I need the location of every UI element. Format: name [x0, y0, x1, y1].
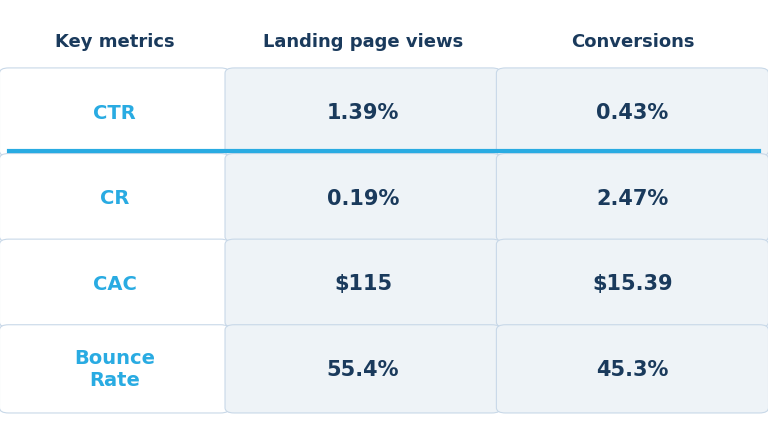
Text: 45.3%: 45.3%: [596, 359, 669, 379]
Text: $115: $115: [334, 274, 392, 293]
FancyBboxPatch shape: [225, 69, 501, 157]
FancyBboxPatch shape: [0, 154, 230, 242]
FancyBboxPatch shape: [0, 325, 230, 413]
FancyBboxPatch shape: [496, 325, 768, 413]
Text: $15.39: $15.39: [592, 274, 673, 293]
Text: 0.43%: 0.43%: [596, 103, 669, 123]
FancyBboxPatch shape: [0, 240, 230, 328]
Text: 1.39%: 1.39%: [327, 103, 399, 123]
Text: Landing page views: Landing page views: [263, 32, 463, 51]
Text: CAC: CAC: [93, 274, 137, 293]
Text: 0.19%: 0.19%: [327, 188, 399, 208]
FancyBboxPatch shape: [496, 154, 768, 242]
FancyBboxPatch shape: [225, 240, 501, 328]
FancyBboxPatch shape: [0, 69, 230, 157]
FancyBboxPatch shape: [225, 325, 501, 413]
Text: 2.47%: 2.47%: [596, 188, 669, 208]
Text: Conversions: Conversions: [571, 32, 694, 51]
FancyBboxPatch shape: [496, 69, 768, 157]
Text: CTR: CTR: [93, 103, 136, 122]
Text: 55.4%: 55.4%: [326, 359, 399, 379]
FancyBboxPatch shape: [496, 240, 768, 328]
Text: CR: CR: [100, 189, 129, 208]
FancyBboxPatch shape: [225, 154, 501, 242]
Text: Bounce
Rate: Bounce Rate: [74, 349, 155, 389]
Text: Key metrics: Key metrics: [55, 32, 174, 51]
